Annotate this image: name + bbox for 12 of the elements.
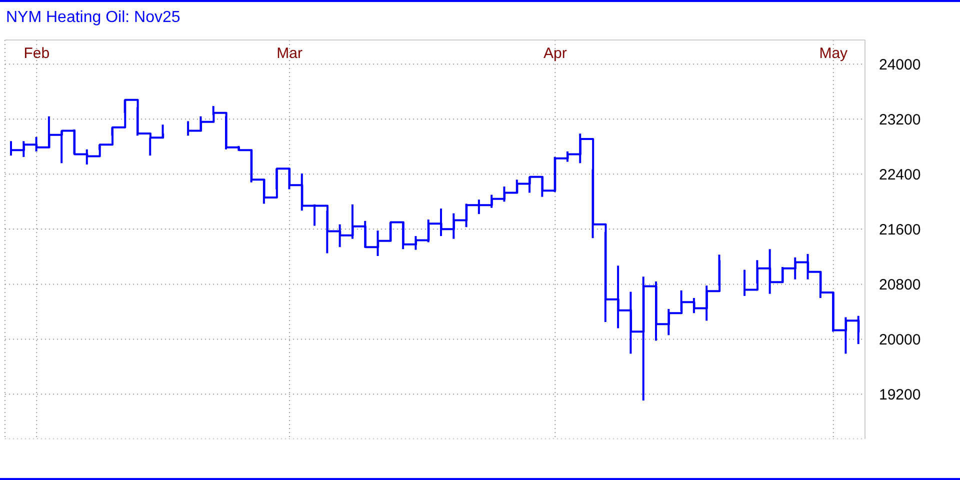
- x-tick-label: Apr: [543, 45, 567, 62]
- y-tick-label: 19200: [879, 386, 921, 404]
- y-tick-label: 20000: [879, 332, 921, 349]
- x-tick-label: Mar: [276, 45, 302, 62]
- y-tick-label: 22400: [879, 166, 921, 184]
- y-tick-label: 23200: [879, 111, 921, 128]
- y-tick-label: 21600: [879, 222, 921, 239]
- y-tick-label: 20800: [879, 276, 921, 294]
- y-tick-label: 24000: [879, 56, 921, 74]
- chart-title: NYM Heating Oil: Nov25: [6, 9, 180, 27]
- x-tick-label: Feb: [24, 45, 50, 62]
- x-tick-label: May: [819, 45, 848, 62]
